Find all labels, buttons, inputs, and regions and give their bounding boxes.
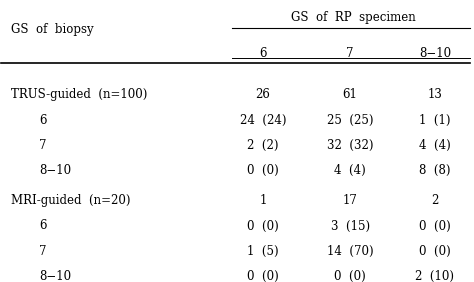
Text: 1: 1 [259,194,266,207]
Text: 14  (70): 14 (70) [327,245,374,258]
Text: 6: 6 [259,47,267,60]
Text: 26: 26 [255,88,270,101]
Text: 8−10: 8−10 [39,164,71,177]
Text: 0  (0): 0 (0) [419,219,451,232]
Text: 32  (32): 32 (32) [327,139,374,152]
Text: 2: 2 [431,194,438,207]
Text: 61: 61 [343,88,357,101]
Text: 6: 6 [39,219,46,232]
Text: 7: 7 [39,245,46,258]
Text: 6: 6 [39,114,46,127]
Text: 4  (4): 4 (4) [334,164,366,177]
Text: 8−10: 8−10 [419,47,451,60]
Text: 7: 7 [346,47,354,60]
Text: TRUS-guided  (n=100): TRUS-guided (n=100) [11,88,147,101]
Text: 0  (0): 0 (0) [419,245,451,258]
Text: 0  (0): 0 (0) [247,219,279,232]
Text: GS  of  RP  specimen: GS of RP specimen [291,12,416,25]
Text: 13: 13 [428,88,442,101]
Text: 17: 17 [343,194,357,207]
Text: 0  (0): 0 (0) [247,270,279,282]
Text: 4  (4): 4 (4) [419,139,451,152]
Text: 1  (5): 1 (5) [247,245,279,258]
Text: 24  (24): 24 (24) [240,114,286,127]
Text: 8  (8): 8 (8) [419,164,451,177]
Text: 0  (0): 0 (0) [247,164,279,177]
Text: 0  (0): 0 (0) [334,270,366,282]
Text: 8−10: 8−10 [39,270,71,282]
Text: GS  of  biopsy: GS of biopsy [11,23,93,36]
Text: 25  (25): 25 (25) [327,114,374,127]
Text: 3  (15): 3 (15) [330,219,370,232]
Text: 2  (10): 2 (10) [415,270,455,282]
Text: 7: 7 [39,139,46,152]
Text: 2  (2): 2 (2) [247,139,279,152]
Text: 1  (1): 1 (1) [419,114,451,127]
Text: MRI-guided  (n=20): MRI-guided (n=20) [11,194,130,207]
